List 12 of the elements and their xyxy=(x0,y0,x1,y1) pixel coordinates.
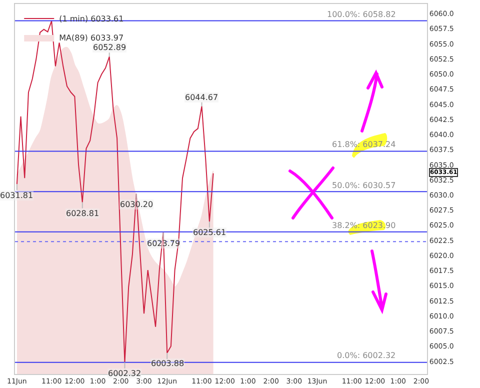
annotation: 6044.67 xyxy=(185,93,218,102)
ref-line-label: 50.0%: 6030.57 xyxy=(332,181,396,190)
annotation: 6002.32 xyxy=(108,369,142,378)
ref-line-label: 0.0%: 6002.32 xyxy=(337,351,396,360)
annotation: 6025.61 xyxy=(193,228,226,237)
ref-line-label: 100.0%: 6058.82 xyxy=(327,10,396,19)
annotation: 6030.20 xyxy=(120,200,154,209)
annotation: 6031.81 xyxy=(0,191,34,200)
annotation: 6028.81 xyxy=(66,209,100,218)
legend-label: MA(89) 6033.97 xyxy=(59,34,124,43)
annotation: 6052.89 xyxy=(93,43,126,52)
annotation: 6003.88 xyxy=(151,359,184,368)
